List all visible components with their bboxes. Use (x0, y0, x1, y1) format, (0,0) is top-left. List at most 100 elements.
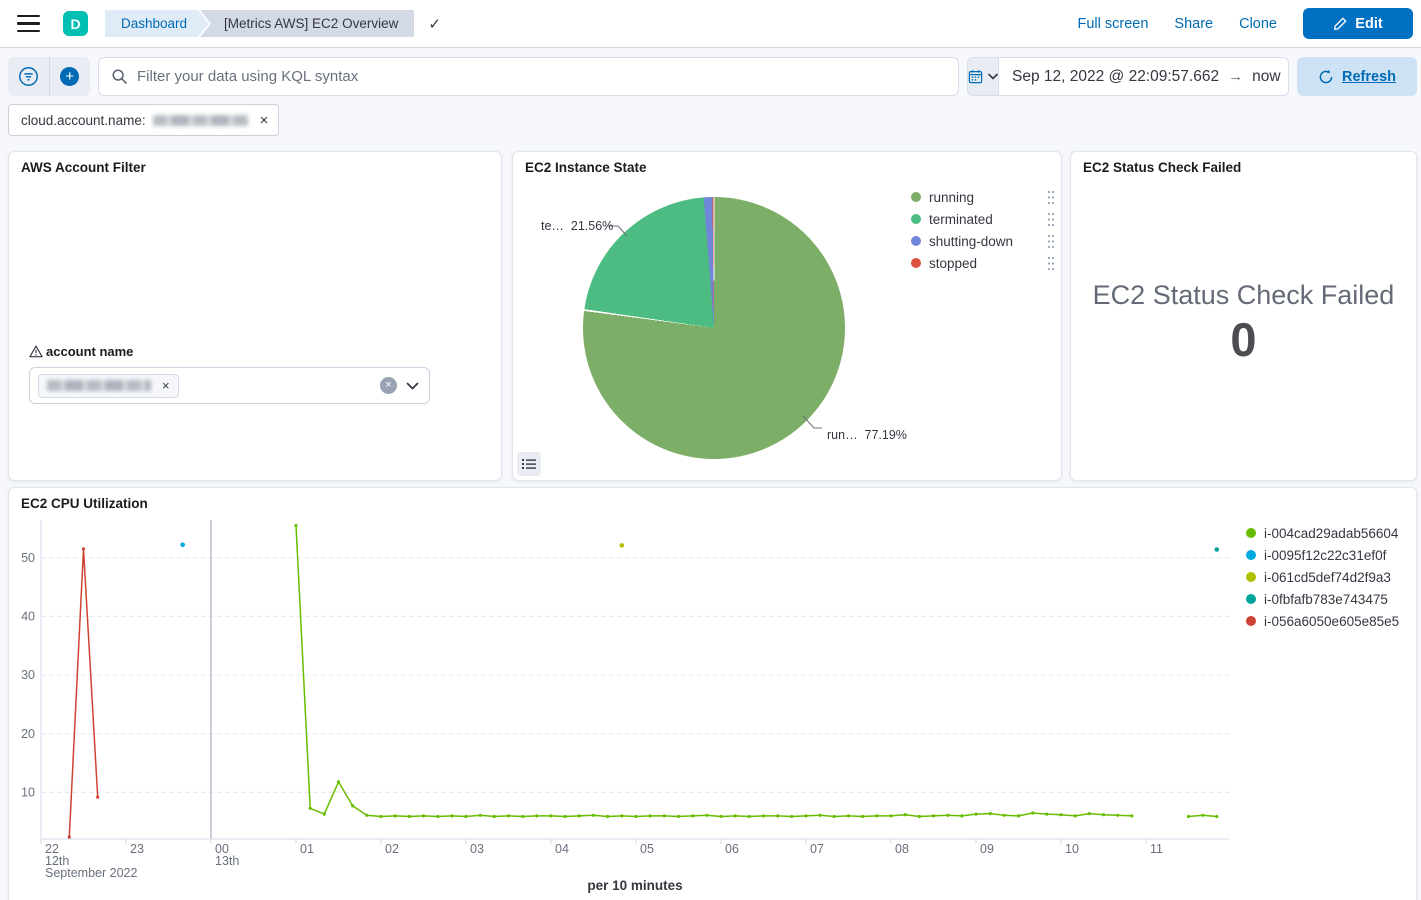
legend-item[interactable]: terminated (911, 208, 1057, 230)
full-screen-button[interactable]: Full screen (1077, 16, 1148, 32)
data-point (1088, 812, 1091, 815)
data-point (620, 814, 623, 817)
selected-account-redacted (47, 380, 151, 391)
warning-triangle-icon (29, 345, 43, 358)
filter-pill-value-redacted (153, 115, 249, 126)
data-point (96, 796, 99, 799)
date-range[interactable]: Sep 12, 2022 @ 22:09:57.662 → now (999, 68, 1289, 86)
legend-actions-button[interactable] (1045, 254, 1057, 273)
legend-actions-button[interactable] (1045, 188, 1057, 207)
legend-item[interactable]: shutting-down (911, 230, 1057, 252)
cpu-legend: i-004cad29adab56604 i-0095f12c22c31ef0f i-… (1246, 522, 1414, 632)
x-tick-label: 03 (470, 842, 484, 856)
data-point (974, 813, 977, 816)
data-point (180, 543, 185, 548)
add-filter-button[interactable]: + (50, 57, 91, 96)
date-end[interactable]: now (1252, 68, 1280, 86)
remove-filter-icon[interactable]: × (256, 112, 269, 129)
date-start[interactable]: Sep 12, 2022 @ 22:09:57.662 (1012, 68, 1219, 86)
data-point (847, 814, 850, 817)
clear-all-icon[interactable]: × (380, 377, 397, 394)
data-point (1116, 814, 1119, 817)
pie-legend: running terminated shutting-down stopped (911, 186, 1057, 274)
chevron-down-icon[interactable] (406, 382, 419, 390)
x-tick-label: 04 (555, 842, 569, 856)
legend-label: i-061cd5def74d2f9a3 (1264, 570, 1391, 585)
x-tick-label: 23 (130, 842, 144, 856)
kql-search-input[interactable] (137, 68, 946, 85)
hamburger-icon (17, 15, 40, 18)
account-name-label: account name (29, 344, 133, 359)
legend-label: stopped (929, 256, 977, 271)
legend-actions-button[interactable] (1045, 232, 1057, 251)
data-point (1130, 814, 1133, 817)
plus-circle-icon: + (60, 67, 79, 86)
data-point (918, 815, 921, 818)
account-name-combobox[interactable]: × × (29, 367, 430, 404)
instance-state-pie-chart[interactable] (583, 197, 845, 459)
legend-item[interactable]: i-004cad29adab56604 (1246, 522, 1414, 544)
legend-label: i-056a6050e605e85e5 (1264, 614, 1399, 629)
share-button[interactable]: Share (1174, 16, 1213, 32)
legend-swatch (1246, 550, 1256, 560)
series-line (296, 526, 1132, 817)
legend-item[interactable]: running (911, 186, 1057, 208)
data-point (394, 814, 397, 817)
data-point (493, 815, 496, 818)
data-point (337, 780, 340, 783)
remove-selection-icon[interactable]: × (158, 378, 170, 393)
panel-title: AWS Account Filter (21, 160, 146, 175)
data-point (1215, 547, 1220, 552)
legend-swatch (1246, 594, 1256, 604)
data-point (521, 815, 524, 818)
panel-ec2-instance-state: EC2 Instance State te… 21.56% run… 77.19… (512, 151, 1062, 481)
data-point (649, 814, 652, 817)
refresh-button[interactable]: Refresh (1297, 57, 1417, 96)
clone-button[interactable]: Clone (1239, 16, 1277, 32)
legend-toggle-button[interactable] (517, 452, 541, 476)
y-tick-label: 40 (21, 609, 35, 623)
data-point (1017, 814, 1020, 817)
data-point (989, 812, 992, 815)
data-point (351, 804, 354, 807)
y-tick-label: 20 (21, 727, 35, 741)
data-point (82, 547, 85, 550)
breadcrumb-dashboard[interactable]: Dashboard (105, 10, 209, 37)
legend-actions-button[interactable] (1045, 210, 1057, 229)
data-point (776, 814, 779, 817)
legend-actions-icon (1047, 212, 1055, 227)
space-avatar[interactable]: D (63, 11, 88, 36)
filter-actions-group: + (8, 57, 90, 96)
date-quick-select-button[interactable] (968, 58, 999, 95)
legend-label: i-0095f12c22c31ef0f (1264, 548, 1386, 563)
legend-item[interactable]: i-061cd5def74d2f9a3 (1246, 566, 1414, 588)
legend-actions-icon (1047, 234, 1055, 249)
legend-label: terminated (929, 212, 993, 227)
saved-query-menu-button[interactable] (8, 57, 49, 96)
panel-title: EC2 Status Check Failed (1083, 160, 1241, 175)
y-tick-label: 30 (21, 668, 35, 682)
data-point (323, 813, 326, 816)
edit-button[interactable]: Edit (1303, 8, 1413, 39)
data-point (705, 814, 708, 817)
data-point (790, 815, 793, 818)
legend-swatch (911, 258, 921, 268)
legend-item[interactable]: i-0095f12c22c31ef0f (1246, 544, 1414, 566)
y-tick-label: 50 (21, 551, 35, 565)
data-point (507, 814, 510, 817)
y-tick-label: 10 (21, 785, 35, 799)
legend-swatch (1246, 616, 1256, 626)
legend-label: i-004cad29adab56604 (1264, 526, 1398, 541)
legend-actions-icon (1047, 190, 1055, 205)
data-point (904, 813, 907, 816)
panel-ec2-status-check-failed: EC2 Status Check Failed EC2 Status Check… (1070, 151, 1417, 481)
filter-pill-cloud-account-name[interactable]: cloud.account.name: × (8, 104, 279, 136)
data-point (734, 814, 737, 817)
legend-item[interactable]: stopped (911, 252, 1057, 274)
calendar-icon (968, 69, 983, 84)
hamburger-menu-button[interactable] (8, 4, 48, 44)
legend-item[interactable]: i-056a6050e605e85e5 (1246, 610, 1414, 632)
cpu-utilization-line-chart[interactable]: 1020304050222300010203040506070809101112… (9, 488, 1418, 900)
data-point (1003, 814, 1006, 817)
legend-item[interactable]: i-0fbfafb783e743475 (1246, 588, 1414, 610)
